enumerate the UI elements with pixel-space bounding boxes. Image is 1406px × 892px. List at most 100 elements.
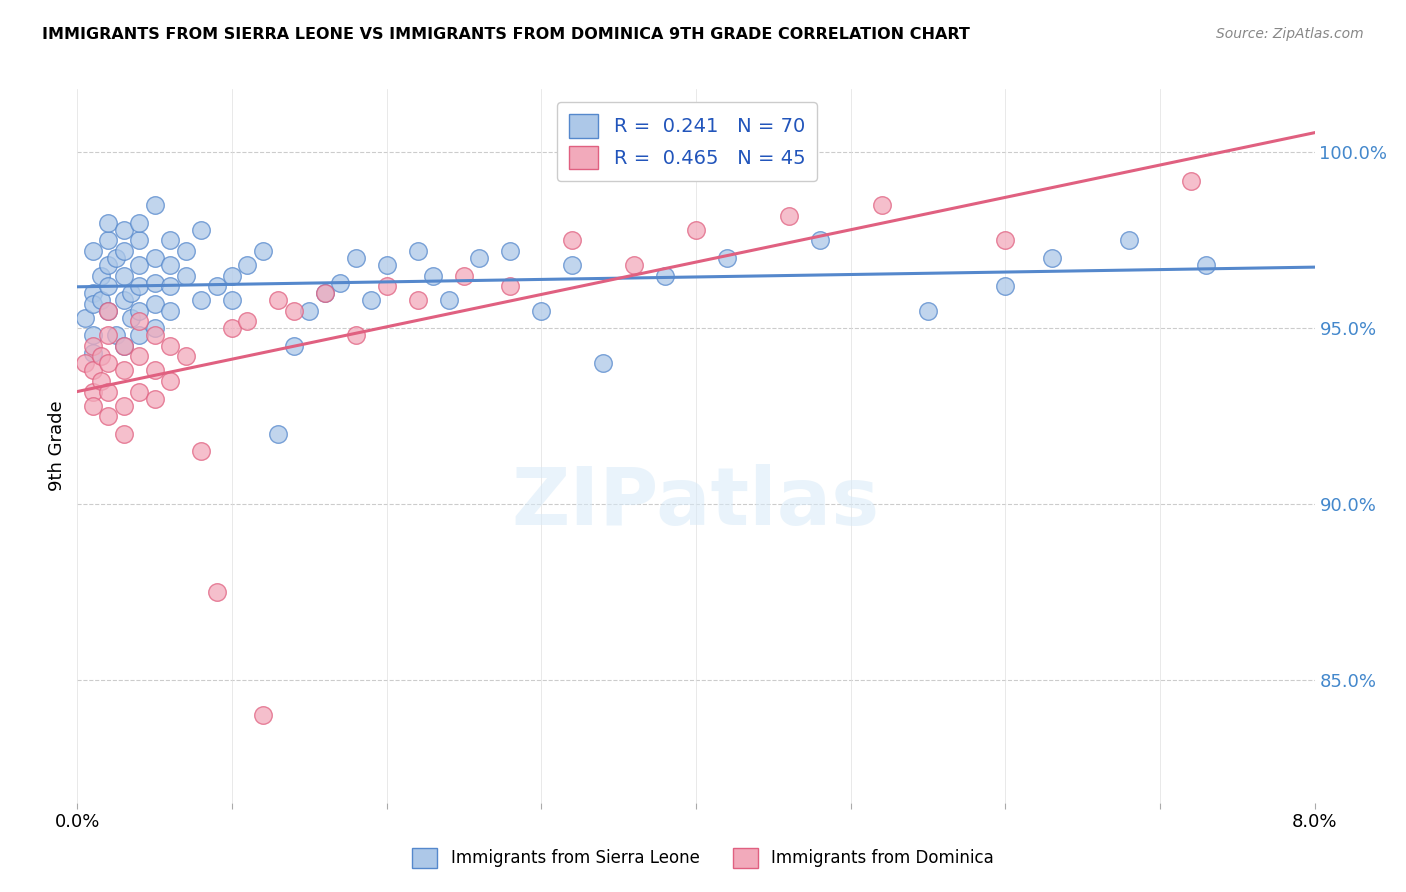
Point xyxy=(252,244,274,258)
Point xyxy=(128,384,150,399)
Point xyxy=(143,276,166,290)
Point xyxy=(121,286,143,301)
Point xyxy=(283,339,305,353)
Point xyxy=(190,444,212,458)
Point xyxy=(82,384,104,399)
Point xyxy=(174,350,197,364)
Point xyxy=(190,223,212,237)
Point xyxy=(143,296,166,310)
Point xyxy=(221,268,243,283)
Point xyxy=(143,321,166,335)
Point xyxy=(499,279,522,293)
Point xyxy=(82,363,104,377)
Point xyxy=(870,198,893,212)
Point xyxy=(283,303,305,318)
Point xyxy=(75,356,96,370)
Point xyxy=(236,258,259,272)
Point xyxy=(112,426,135,441)
Point xyxy=(174,268,197,283)
Point xyxy=(82,339,104,353)
Point xyxy=(90,293,112,307)
Text: ZIPatlas: ZIPatlas xyxy=(512,464,880,542)
Point xyxy=(159,339,181,353)
Point xyxy=(97,216,120,230)
Point xyxy=(994,233,1017,247)
Point xyxy=(82,346,104,360)
Point xyxy=(344,251,367,265)
Point xyxy=(360,293,382,307)
Point xyxy=(97,409,120,424)
Point xyxy=(267,426,290,441)
Point xyxy=(82,286,104,301)
Point xyxy=(97,258,120,272)
Point xyxy=(808,233,831,247)
Point xyxy=(530,303,553,318)
Point xyxy=(205,279,228,293)
Point xyxy=(97,233,120,247)
Point xyxy=(453,268,475,283)
Point xyxy=(205,585,228,599)
Point xyxy=(121,310,143,325)
Point xyxy=(128,258,150,272)
Point xyxy=(592,356,614,370)
Point xyxy=(159,279,181,293)
Point xyxy=(112,339,135,353)
Point xyxy=(654,268,676,283)
Point xyxy=(623,258,645,272)
Point xyxy=(143,392,166,406)
Point xyxy=(97,303,120,318)
Text: IMMIGRANTS FROM SIERRA LEONE VS IMMIGRANTS FROM DOMINICA 9TH GRADE CORRELATION C: IMMIGRANTS FROM SIERRA LEONE VS IMMIGRAN… xyxy=(42,27,970,42)
Point xyxy=(159,303,181,318)
Point xyxy=(143,198,166,212)
Point xyxy=(97,356,120,370)
Point xyxy=(112,268,135,283)
Point xyxy=(314,286,336,301)
Point xyxy=(97,279,120,293)
Point xyxy=(716,251,738,265)
Point xyxy=(314,286,336,301)
Point xyxy=(267,293,290,307)
Point xyxy=(468,251,491,265)
Point xyxy=(1195,258,1218,272)
Point xyxy=(112,399,135,413)
Point xyxy=(97,303,120,318)
Point xyxy=(97,328,120,343)
Point xyxy=(143,251,166,265)
Point xyxy=(159,258,181,272)
Point xyxy=(236,314,259,328)
Point xyxy=(159,374,181,388)
Point xyxy=(112,339,135,353)
Point xyxy=(128,233,150,247)
Point xyxy=(75,310,96,325)
Point xyxy=(375,279,398,293)
Point xyxy=(128,328,150,343)
Point xyxy=(298,303,321,318)
Point xyxy=(82,244,104,258)
Text: Source: ZipAtlas.com: Source: ZipAtlas.com xyxy=(1216,27,1364,41)
Point xyxy=(105,251,127,265)
Point xyxy=(190,293,212,307)
Point xyxy=(375,258,398,272)
Point xyxy=(499,244,522,258)
Point xyxy=(112,363,135,377)
Point xyxy=(994,279,1017,293)
Y-axis label: 9th Grade: 9th Grade xyxy=(48,401,66,491)
Point xyxy=(174,244,197,258)
Point xyxy=(105,328,127,343)
Point xyxy=(561,258,583,272)
Point xyxy=(422,268,444,283)
Point xyxy=(82,328,104,343)
Point xyxy=(128,279,150,293)
Point xyxy=(112,293,135,307)
Legend: R =  0.241   N = 70, R =  0.465   N = 45: R = 0.241 N = 70, R = 0.465 N = 45 xyxy=(557,103,817,181)
Point xyxy=(143,363,166,377)
Point xyxy=(1118,233,1140,247)
Point xyxy=(128,350,150,364)
Point xyxy=(437,293,460,307)
Point xyxy=(112,244,135,258)
Point xyxy=(1180,173,1202,187)
Point xyxy=(90,268,112,283)
Point xyxy=(221,293,243,307)
Point xyxy=(561,233,583,247)
Point xyxy=(685,223,707,237)
